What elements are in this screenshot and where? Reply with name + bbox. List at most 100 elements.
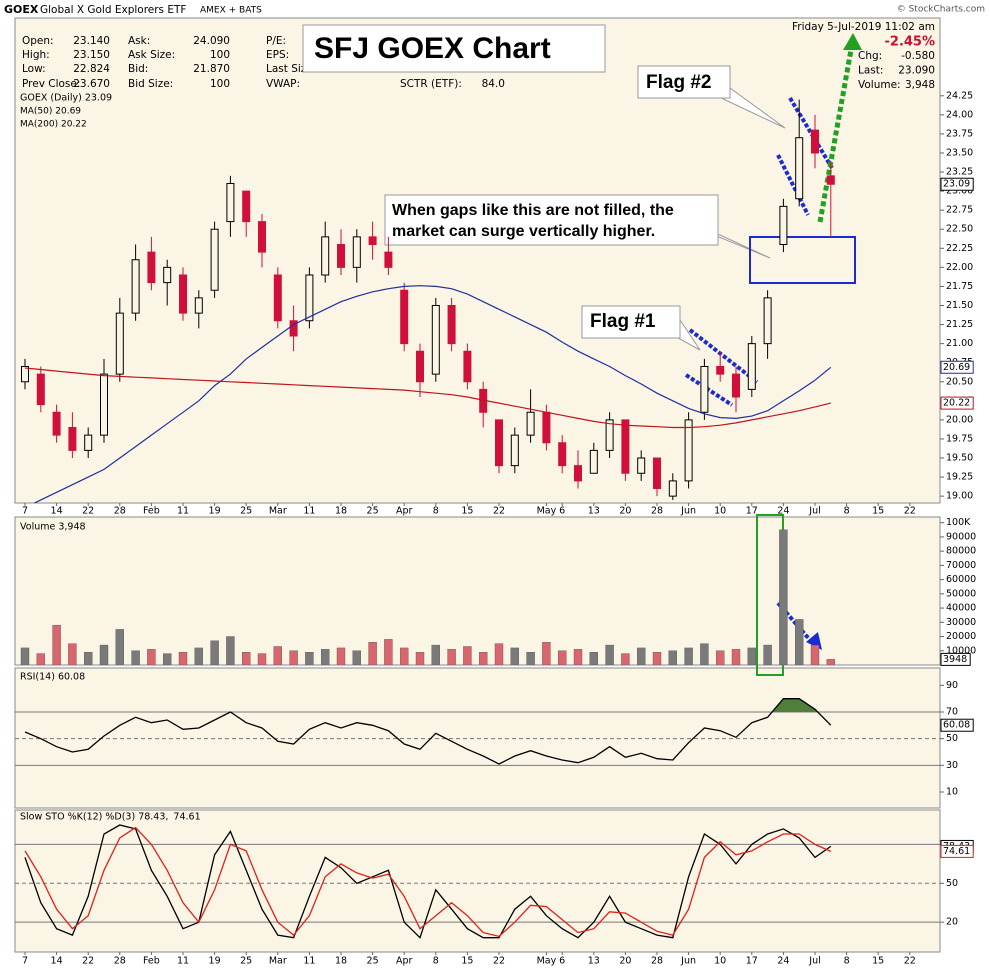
volume-bar: [20, 647, 30, 665]
flag-line: [688, 328, 759, 384]
candle-body: [826, 175, 835, 185]
volume-bar: [257, 653, 267, 665]
volume-bar: [463, 646, 472, 665]
volume-bar: [226, 636, 235, 665]
volume-bar: [210, 640, 219, 665]
x-tick-label: 19: [209, 956, 221, 967]
x-tick-label: 8: [433, 506, 439, 517]
candle-body: [431, 304, 440, 375]
quote-label: High:: [22, 49, 50, 61]
quote-label: Ask:: [128, 35, 150, 47]
flag1-box: [581, 305, 681, 339]
callout-box: [384, 194, 719, 246]
y-tick-label: 60000: [946, 574, 976, 585]
candle-body: [700, 365, 709, 413]
volume-bar: [241, 651, 251, 665]
candle-body: [368, 236, 377, 245]
last-value-box: [940, 396, 974, 410]
quote-label: Chg:: [858, 50, 882, 62]
volume-bar: [779, 529, 788, 665]
x-tick-label: Mar: [269, 506, 287, 517]
legend-entry: MA(200) 20.22: [20, 120, 87, 130]
quote-value: 24.090: [193, 35, 230, 47]
legend-entry: GOEX (Daily) 23.09: [20, 93, 112, 104]
candle-body: [684, 419, 693, 482]
quote-label: P/E:: [266, 35, 286, 47]
y-tick-label: 21.25: [946, 319, 973, 330]
x-tick-label: 10: [714, 506, 726, 517]
y-tick-label: 80000: [946, 546, 976, 557]
candle-body: [542, 411, 551, 444]
candle-body: [668, 480, 677, 497]
x-tick-label: 11: [177, 956, 189, 967]
volume-bar: [194, 647, 204, 665]
y-tick-label: 21.50: [946, 300, 973, 311]
volume-bar: [273, 646, 282, 665]
symbol: GOEX: [4, 3, 39, 16]
callout-line: When gaps like this are not filled, the: [392, 202, 674, 219]
y-tick-label: 20.50: [946, 376, 973, 387]
y-tick-label: 30: [946, 760, 958, 771]
volume-bar: [52, 624, 61, 665]
candle-body: [68, 427, 77, 451]
y-tick-label: 70: [946, 707, 958, 718]
candle-body: [463, 350, 472, 383]
last-value-label: 23.09: [943, 179, 970, 190]
quote-value: 3,948: [905, 79, 935, 91]
candle-body: [795, 137, 804, 200]
volume-bar: [763, 644, 772, 665]
quote-value: 100: [210, 49, 230, 61]
line: [24, 826, 832, 938]
x-tick-label: 18: [335, 956, 347, 967]
candle-body: [210, 228, 219, 291]
quote-label: EPS:: [266, 49, 289, 61]
y-tick-label: 23.00: [946, 186, 973, 197]
x-tick-label: 13: [588, 506, 600, 517]
quote-label: Last:: [858, 65, 883, 77]
candle-body: [637, 457, 646, 474]
volume-bar: [36, 653, 45, 665]
candle-body: [747, 343, 756, 390]
x-tick-label: Feb: [143, 506, 160, 517]
y-tick-label: 24.00: [946, 109, 973, 120]
quote-label: VWAP:: [266, 78, 300, 90]
flag-line: [788, 96, 834, 170]
volume-bar: [415, 651, 425, 665]
volume-bar: [368, 642, 377, 665]
y-tick-label: 21.75: [946, 281, 973, 292]
volume-bar: [447, 649, 456, 665]
x-tick-label: Feb: [143, 956, 160, 967]
x-tick-label: 25: [367, 956, 379, 967]
exchange: AMEX + BATS: [200, 6, 262, 16]
candle-body: [289, 320, 298, 337]
quote-value: 23.670: [73, 78, 110, 90]
annotation-title: SFJ GOEX Chart: [314, 32, 551, 65]
x-tick-label: 6: [559, 506, 565, 517]
volume-bar: [510, 647, 519, 665]
plot-area: [20, 529, 835, 665]
y-tick-label: 90000: [946, 531, 976, 542]
volume-bar: [83, 651, 93, 665]
x-tick-label: 17: [746, 506, 758, 517]
candle-body: [321, 236, 330, 276]
volume-bar: [289, 650, 298, 665]
candle-body: [226, 182, 235, 223]
candle-body: [779, 205, 788, 245]
surge-arrow: [817, 49, 854, 223]
candle-body: [605, 419, 614, 451]
volume-bar: [731, 649, 741, 665]
quote-label: Bid Size:: [128, 78, 173, 90]
x-tick-label: Jun: [680, 956, 696, 967]
quote-value: 23.150: [73, 49, 110, 61]
volume-bar: [573, 649, 583, 665]
x-tick-label: 10: [714, 956, 726, 967]
x-tick-label: 8: [844, 506, 850, 517]
y-tick-label: 10: [946, 787, 958, 798]
x-tick-label: 18: [335, 506, 347, 517]
volume-bar: [115, 629, 125, 665]
y-tick-label: 20000: [946, 631, 976, 642]
x-tick-label: 13: [588, 956, 600, 967]
candle-body: [305, 274, 314, 322]
quote-label: Prev Close:: [22, 78, 80, 90]
